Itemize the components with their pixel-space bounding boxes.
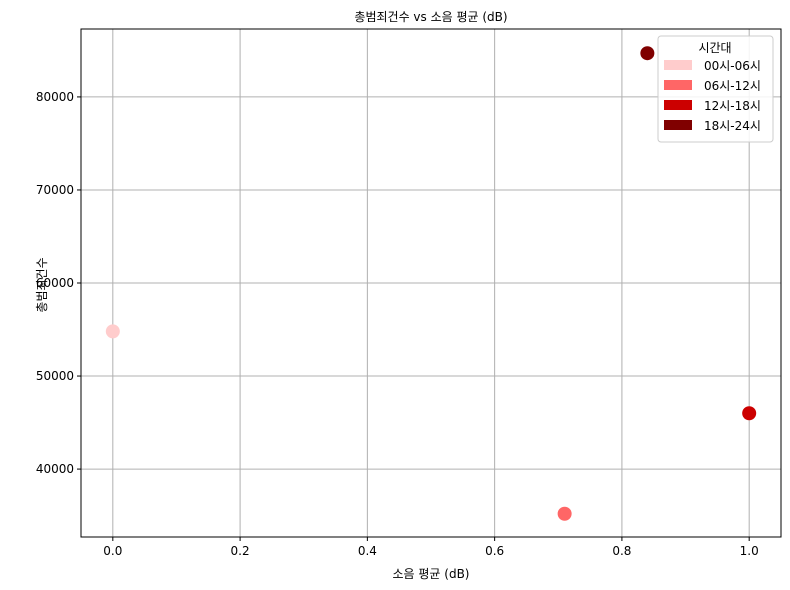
x-tick-label: 0.8 (612, 544, 631, 558)
legend-title: 시간대 (698, 41, 731, 55)
legend-swatch (664, 120, 692, 130)
legend-swatch (664, 100, 692, 110)
y-tick-label: 40000 (36, 462, 74, 476)
y-tick-label: 60000 (36, 276, 74, 290)
y-axis-title: 총범죄건수 (35, 257, 49, 312)
y-tick-label: 80000 (36, 90, 74, 104)
data-point-3 (742, 406, 757, 421)
data-point-2 (557, 506, 572, 521)
x-tick-label: 0.2 (231, 544, 250, 558)
x-axis-ticks: 0.0 0.2 0.4 0.6 0.8 1.0 (103, 537, 759, 558)
legend-entries: 00시-06시 06시-12시 12시-18시 18시-24시 (664, 59, 761, 133)
x-tick-label: 1.0 (740, 544, 759, 558)
y-tick-label: 70000 (36, 183, 74, 197)
legend-entry-label: 12시-18시 (704, 99, 761, 113)
x-tick-label: 0.4 (358, 544, 377, 558)
data-point-1 (105, 324, 120, 339)
chart-title: 총범죄건수 vs 소음 평균 (dB) (354, 10, 507, 24)
x-tick-label: 0.0 (103, 544, 122, 558)
legend: 시간대 00시-06시 06시-12시 12시-18시 18시-24시 (657, 35, 774, 143)
y-tick-label: 50000 (36, 369, 74, 383)
legend-entry-label: 06시-12시 (704, 79, 761, 93)
legend-swatch (664, 60, 692, 70)
legend-swatch (664, 80, 692, 90)
legend-entry-label: 00시-06시 (704, 59, 761, 73)
data-points (105, 46, 757, 521)
x-tick-label: 0.6 (485, 544, 504, 558)
data-point-4 (640, 46, 655, 61)
y-axis-ticks: 40000 50000 60000 70000 80000 (36, 90, 81, 476)
legend-entry-label: 18시-24시 (704, 119, 761, 133)
x-axis-title: 소음 평균 (dB) (392, 567, 469, 581)
